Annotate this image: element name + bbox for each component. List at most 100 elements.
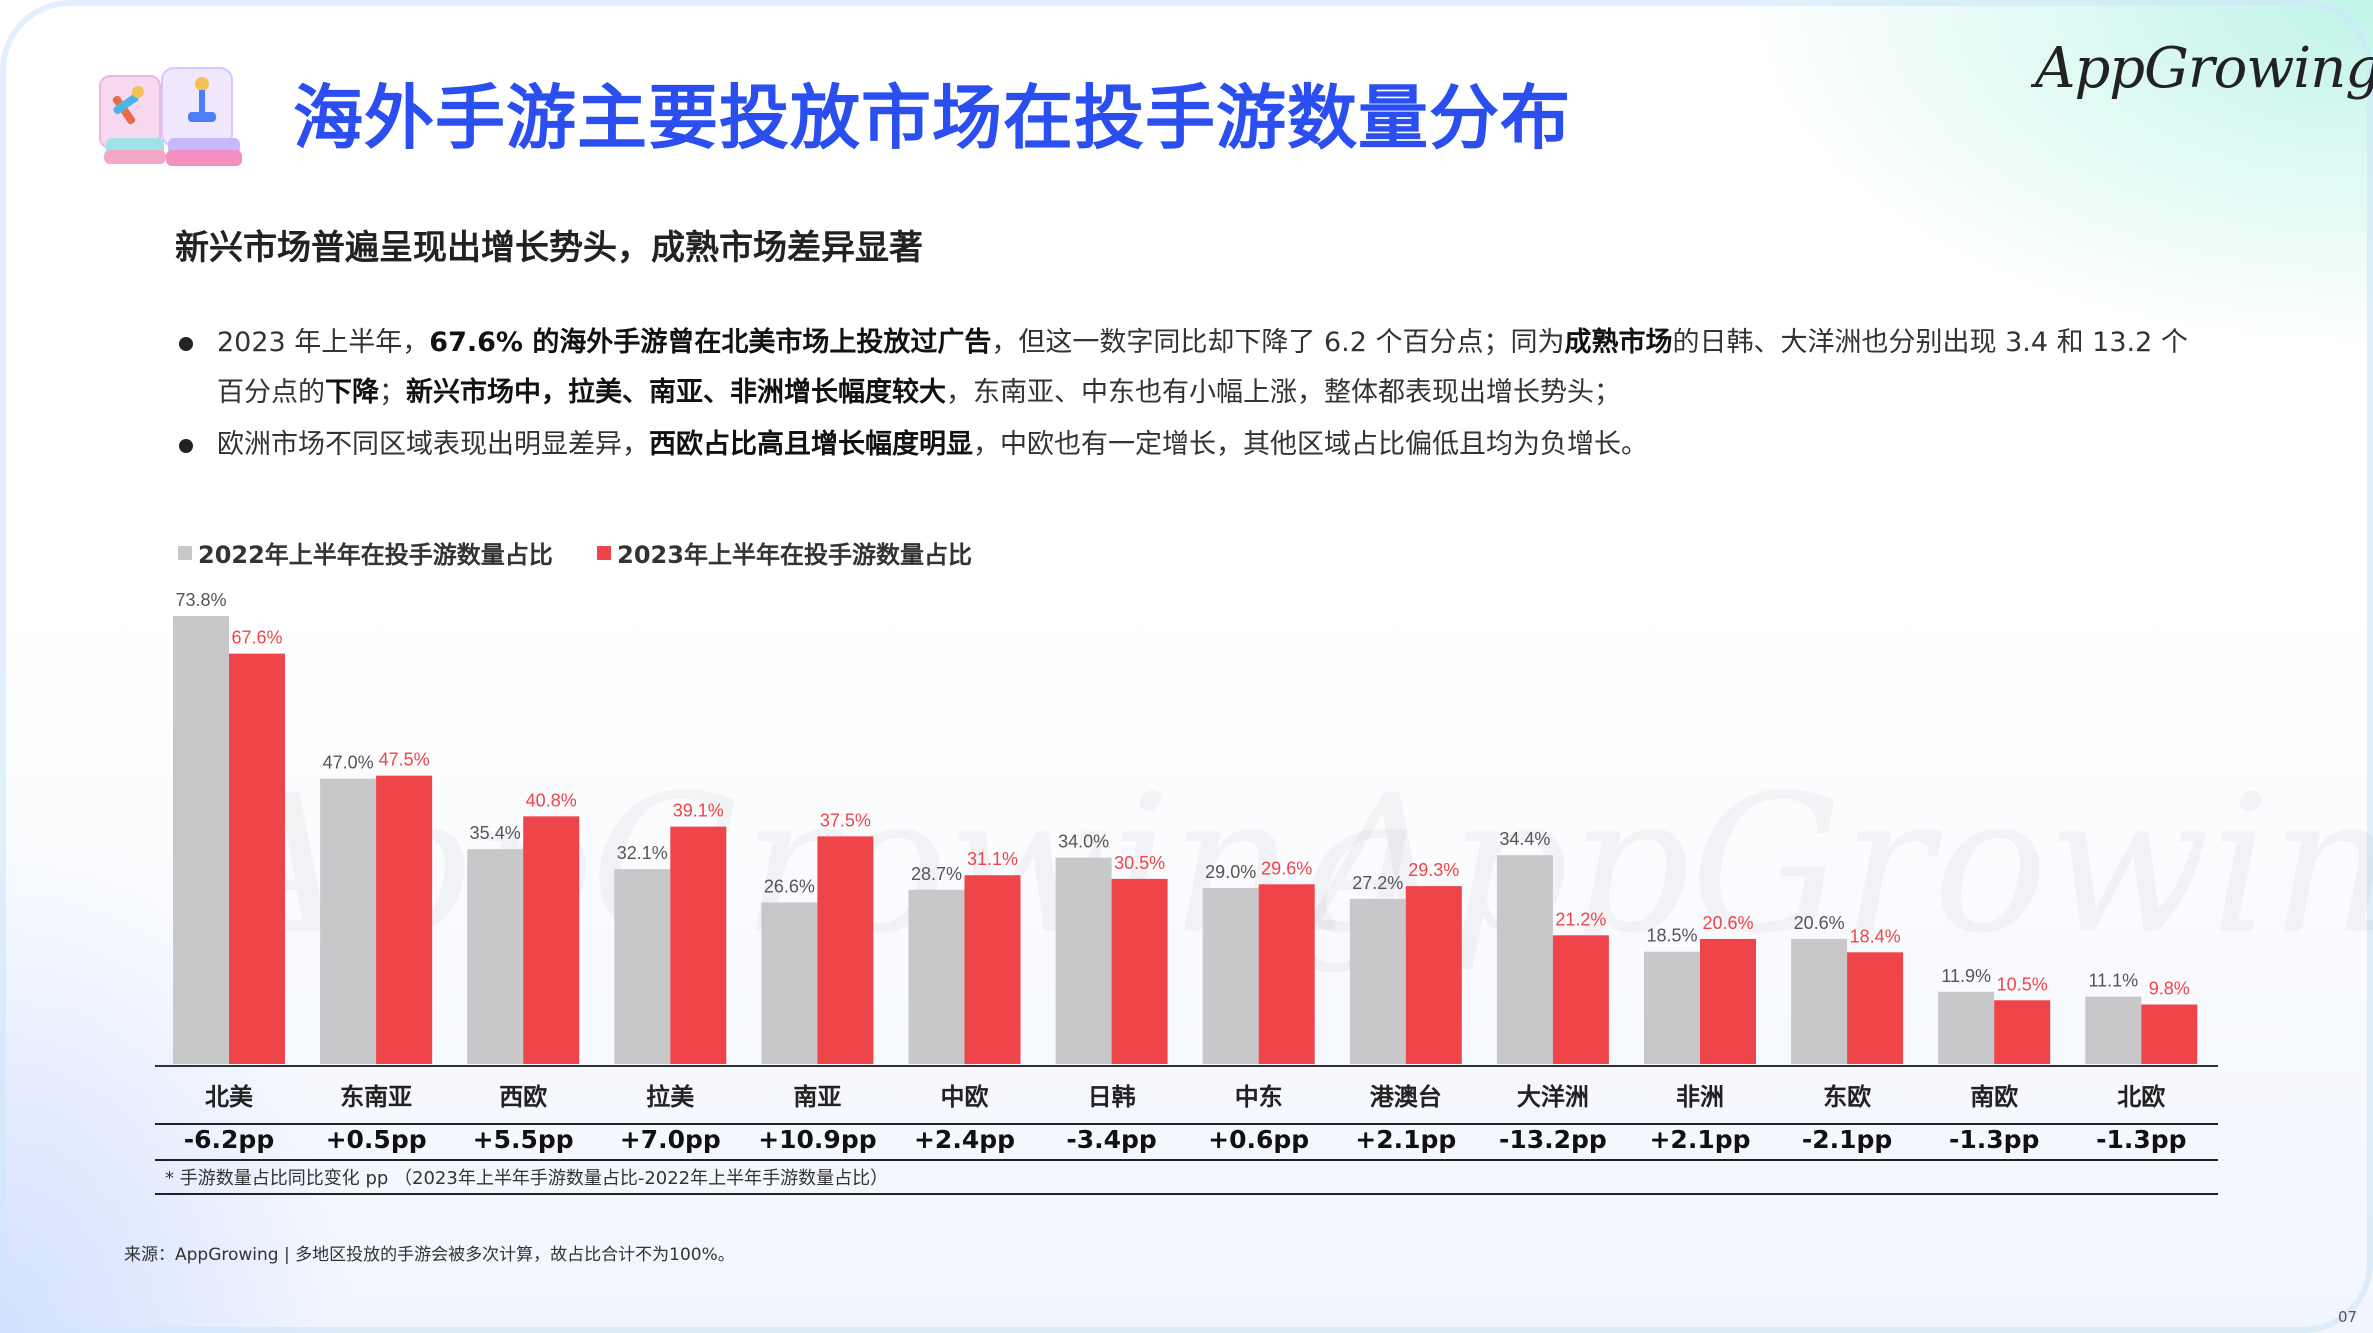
change-label: +7.0pp bbox=[620, 1125, 721, 1154]
bar-2023 bbox=[1700, 938, 1756, 1064]
bar-2022 bbox=[1202, 887, 1259, 1064]
bar-2023 bbox=[1552, 935, 1609, 1064]
category-label: 东南亚 bbox=[340, 1083, 412, 1111]
data-label-2023: 37.5% bbox=[820, 810, 871, 830]
chart-footnote: * 手游数量占比同比变化 pp （2023年上半年手游数量占比-2022年上半年… bbox=[165, 1168, 888, 1189]
legend-label-2023: 2023年上半年在投手游数量占比 bbox=[617, 541, 972, 569]
bar-2022 bbox=[173, 616, 229, 1064]
bar-2023 bbox=[1847, 952, 1904, 1064]
bar-2022 bbox=[1349, 898, 1406, 1064]
bar-2022 bbox=[1496, 855, 1553, 1064]
data-label-2023: 67.6% bbox=[231, 628, 282, 648]
legend-swatch-2022 bbox=[178, 545, 192, 560]
category-label: 非洲 bbox=[1676, 1083, 1724, 1111]
bar-2022 bbox=[2085, 996, 2142, 1064]
legend-label-2022: 2022年上半年在投手游数量占比 bbox=[198, 541, 553, 569]
bar-2023 bbox=[229, 653, 285, 1064]
change-label: +2.1pp bbox=[1649, 1125, 1750, 1154]
bullet-item-1: 2023 年上半年，67.6% 的海外手游曾在北美市场上投放过广告，但这一数字同… bbox=[175, 318, 2205, 418]
logo-text: AppGrowing bbox=[2035, 36, 2373, 101]
legend-item-2022: 2022年上半年在投手游数量占比 bbox=[178, 535, 553, 570]
change-label: +10.9pp bbox=[758, 1125, 876, 1154]
data-label-2022: 34.4% bbox=[1499, 829, 1550, 849]
bar-2023 bbox=[1994, 1000, 2051, 1064]
category-label: 东欧 bbox=[1823, 1083, 1871, 1111]
data-label-2023: 10.5% bbox=[1997, 974, 2048, 994]
change-label: -6.2pp bbox=[184, 1125, 274, 1154]
bar-2023 bbox=[523, 816, 580, 1064]
category-label: 拉美 bbox=[646, 1083, 694, 1111]
bullet-segment: 下降 bbox=[325, 377, 379, 408]
change-label: +0.6pp bbox=[1208, 1125, 1309, 1154]
data-label-2023: 21.2% bbox=[1555, 909, 1606, 929]
bar-2022 bbox=[1055, 857, 1112, 1064]
data-label-2022: 32.1% bbox=[617, 843, 668, 863]
bar-2022 bbox=[467, 849, 524, 1064]
change-label: +2.4pp bbox=[914, 1125, 1015, 1154]
data-label-2023: 40.8% bbox=[526, 790, 577, 810]
data-label-2022: 11.1% bbox=[2088, 971, 2138, 991]
change-label: -1.3pp bbox=[2096, 1125, 2186, 1154]
bullet-segment: 西欧占比高且增长幅度明显 bbox=[649, 429, 973, 460]
bar-2022 bbox=[320, 778, 377, 1064]
section-subtitle: 新兴市场普遍呈现出增长势头，成熟市场差异显著 bbox=[175, 228, 923, 268]
source-note: 来源：AppGrowing | 多地区投放的手游会被多次计算，故占比合计不为10… bbox=[124, 1245, 735, 1265]
bullet-segment: 成熟市场 bbox=[1564, 327, 1673, 358]
category-label: 西欧 bbox=[499, 1083, 547, 1111]
data-label-2022: 73.8% bbox=[175, 590, 226, 610]
bar-2023 bbox=[2141, 1004, 2198, 1064]
appgrowing-logo: AppGrowing bbox=[2035, 36, 2373, 126]
data-label-2022: 47.0% bbox=[323, 753, 374, 773]
data-label-2023: 30.5% bbox=[1114, 853, 1165, 873]
bar-2022 bbox=[1791, 938, 1848, 1064]
bar-2023 bbox=[964, 875, 1021, 1064]
change-label: +5.5pp bbox=[473, 1125, 574, 1154]
page-number: 07 bbox=[2338, 1308, 2358, 1326]
change-label: +0.5pp bbox=[326, 1125, 427, 1154]
data-label-2022: 35.4% bbox=[470, 823, 521, 843]
bullet-item-2: 欧洲市场不同区域表现出明显差异，西欧占比高且增长幅度明显，中欧也有一定增长，其他… bbox=[175, 420, 2205, 470]
bar-2023 bbox=[376, 775, 433, 1064]
bar-2023 bbox=[1258, 884, 1315, 1064]
category-label: 北欧 bbox=[2117, 1083, 2165, 1111]
joystick-book-icon bbox=[99, 67, 242, 166]
bullet-segment: ，东南亚、中东也有小幅上涨，整体都表现出增长势头； bbox=[946, 377, 1621, 408]
category-label: 南亚 bbox=[793, 1083, 841, 1111]
data-label-2023: 29.6% bbox=[1261, 858, 1312, 878]
category-label: 日韩 bbox=[1088, 1083, 1136, 1111]
bullet-segment: 的日韩、大洋洲也分别出现 3.4 和 13.2 个百分点的 bbox=[217, 327, 2188, 408]
bar-2022 bbox=[1938, 991, 1995, 1064]
data-label-2022: 28.7% bbox=[911, 864, 962, 884]
change-label: +2.1pp bbox=[1355, 1125, 1456, 1154]
bar-2023 bbox=[1111, 878, 1168, 1064]
data-label-2023: 31.1% bbox=[967, 849, 1018, 869]
bullet-segment: 欧洲市场不同区域表现出明显差异， bbox=[217, 429, 649, 460]
data-label-2023: 20.6% bbox=[1702, 913, 1753, 933]
bar-2022 bbox=[761, 902, 818, 1064]
data-label-2022: 11.9% bbox=[1941, 966, 1991, 986]
data-label-2022: 20.6% bbox=[1794, 913, 1845, 933]
bar-2023 bbox=[670, 826, 727, 1064]
bullet-segment: ； bbox=[379, 377, 406, 408]
chart-legend: 2022年上半年在投手游数量占比 2023年上半年在投手游数量占比 bbox=[178, 535, 1008, 570]
data-label-2023: 39.1% bbox=[673, 801, 724, 821]
legend-swatch-2023 bbox=[597, 545, 612, 560]
bullet-segment: 2023 年上半年， bbox=[217, 327, 430, 358]
change-label: -3.4pp bbox=[1066, 1125, 1156, 1154]
data-label-2022: 29.0% bbox=[1205, 862, 1256, 882]
bar-2022 bbox=[614, 869, 671, 1064]
data-label-2022: 26.6% bbox=[764, 877, 815, 897]
bar-2023 bbox=[1405, 886, 1462, 1064]
category-label: 北美 bbox=[205, 1083, 253, 1111]
change-label: -1.3pp bbox=[1949, 1125, 2039, 1154]
bar-2022 bbox=[908, 889, 965, 1064]
category-label: 大洋洲 bbox=[1517, 1083, 1589, 1111]
data-label-2023: 47.5% bbox=[379, 750, 430, 770]
change-label: -13.2pp bbox=[1499, 1125, 1607, 1154]
bullet-segment: 新兴市场中，拉美、南亚、非洲增长幅度较大 bbox=[406, 377, 946, 408]
bullet-segment: 67.6% 的海外手游曾在北美市场上投放过广告 bbox=[429, 327, 992, 358]
category-label: 南欧 bbox=[1970, 1083, 2018, 1111]
category-label: 港澳台 bbox=[1370, 1083, 1442, 1111]
